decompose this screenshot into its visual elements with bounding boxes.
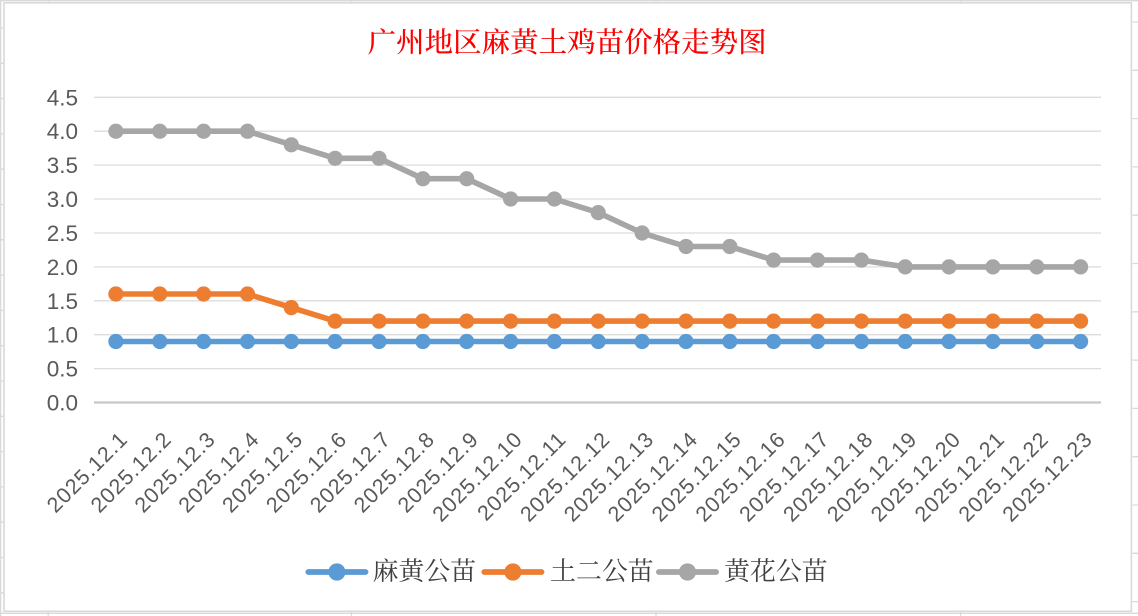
svg-text:1.0: 1.0	[47, 323, 78, 348]
svg-text:0.0: 0.0	[47, 391, 78, 416]
svg-text:0.5: 0.5	[47, 357, 78, 382]
svg-text:2.5: 2.5	[47, 221, 78, 246]
svg-text:3.0: 3.0	[47, 187, 78, 212]
svg-text:4.5: 4.5	[47, 85, 78, 110]
svg-text:1.5: 1.5	[47, 289, 78, 314]
svg-text:4.0: 4.0	[47, 119, 78, 144]
svg-text:2.0: 2.0	[47, 255, 78, 280]
svg-text:3.5: 3.5	[47, 153, 78, 178]
